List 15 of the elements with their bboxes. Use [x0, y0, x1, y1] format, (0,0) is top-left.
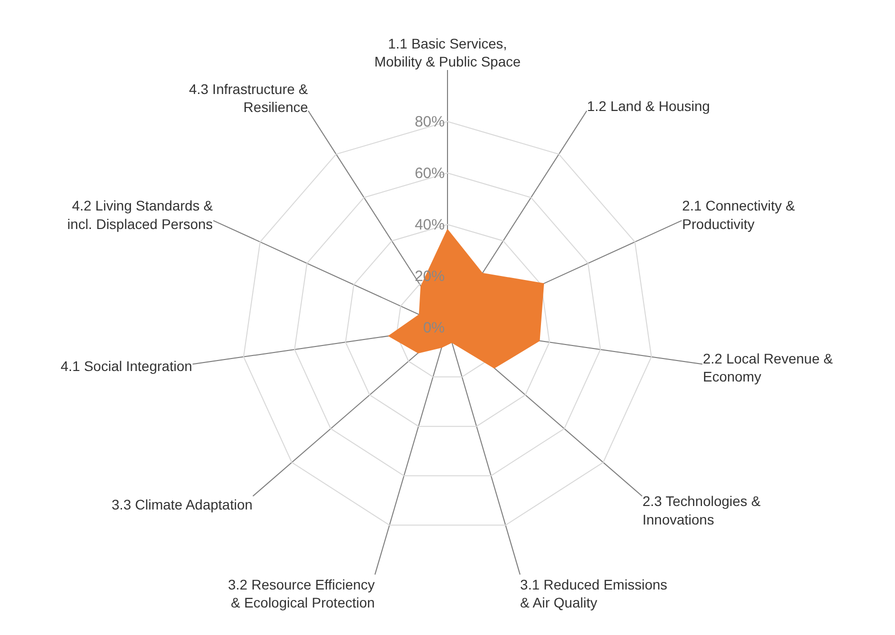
y-tick-label: 40% — [414, 216, 445, 234]
spoke-label: 4.1 Social Integration — [60, 358, 192, 374]
spoke-label: 3.2 Resource Efficiency & Ecological Protection — [228, 576, 375, 611]
spoke-label: 2.1 Connectivity & Productivity — [682, 198, 796, 232]
spoke-label: 4.3 Infrastructure & Resilience — [188, 80, 309, 116]
y-tick-label: 80% — [414, 113, 445, 130]
spoke-label: 4.2 Living Standards & incl. Displaced Persons — [67, 198, 214, 232]
spoke-label: 1.2 Land & Housing — [586, 98, 710, 114]
spoke-label: 2.3 Technologies & Innovations — [642, 493, 762, 528]
spoke-label: 2.2 Local Revenue & Economy — [702, 350, 834, 384]
spoke-label: 3.3 Climate Adaptation — [112, 496, 253, 512]
spoke-label: 3.1 Reduced Emissions & Air Quality — [520, 576, 668, 611]
y-tick-label: 60% — [414, 164, 445, 182]
spoke-label: 1.1 Basic Services, Mobility & Public Space — [374, 36, 521, 70]
y-tick-label: 0% — [423, 319, 445, 336]
